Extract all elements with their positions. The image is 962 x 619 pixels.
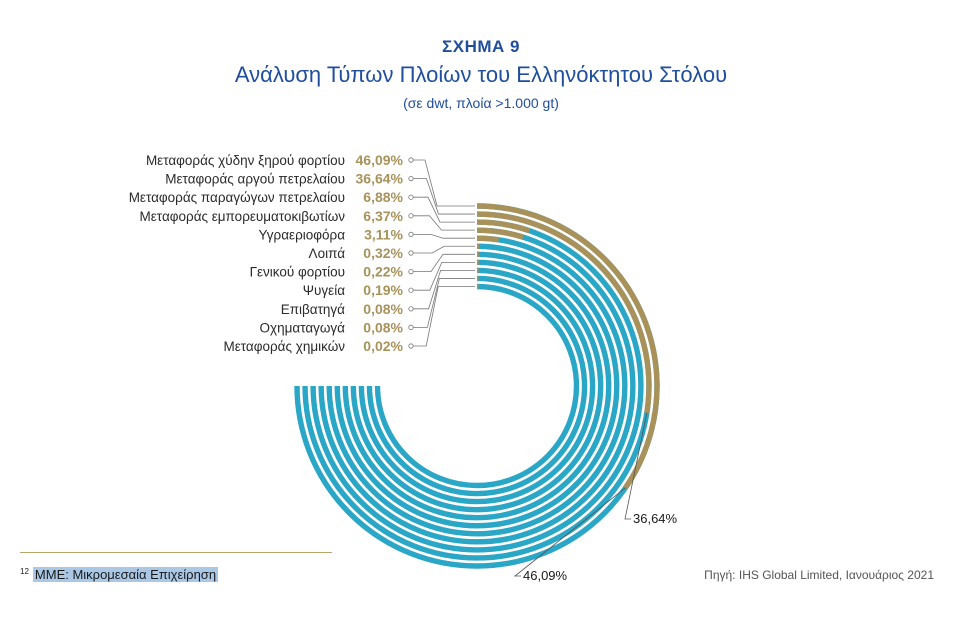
ring-track-series-7 bbox=[342, 251, 612, 521]
footnote-divider bbox=[20, 552, 332, 553]
category-label: Υγραεριοφόρα bbox=[258, 227, 345, 242]
footnote-marker: 12 bbox=[20, 567, 29, 576]
ring-track-series-11 bbox=[374, 283, 580, 489]
leader-line bbox=[413, 159, 475, 207]
ring-track-series-3 bbox=[310, 219, 644, 553]
value-label: 3,11% bbox=[364, 226, 403, 242]
category-label: Μεταφοράς αργού πετρελαίου bbox=[165, 172, 345, 187]
leader-dot bbox=[408, 287, 414, 293]
category-label: Επιβατηγά bbox=[281, 302, 345, 317]
ring-track-series-10 bbox=[366, 275, 588, 497]
category-label: Μεταφοράς εμπορευματοκιβωτίων bbox=[140, 209, 346, 224]
leader-dot bbox=[408, 324, 414, 330]
leader-line bbox=[413, 215, 475, 231]
value-label: 0,08% bbox=[363, 319, 403, 335]
leader-line bbox=[413, 269, 475, 310]
category-label: Γενικού φορτίου bbox=[250, 265, 345, 280]
leader-dot bbox=[408, 157, 414, 163]
callout-label: 36,64% bbox=[633, 511, 678, 526]
category-label: Μεταφοράς χύδην ξηρού φορτίου bbox=[146, 153, 345, 168]
leader-line bbox=[413, 196, 475, 223]
callout-line bbox=[624, 412, 648, 520]
leader-line bbox=[413, 245, 475, 254]
chart-subtitle: (σε dwt, πλοία >1.000 gt) bbox=[403, 95, 559, 111]
figure-number: ΣΧΗΜΑ 9 bbox=[442, 37, 520, 56]
ring-track-series-4 bbox=[318, 227, 636, 545]
category-label: Μεταφοράς χημικών bbox=[224, 339, 346, 354]
category-label: Οχηματαγωγά bbox=[260, 320, 346, 335]
footnote-text: ΜΜΕ: Μικρομεσαία Επιχείρηση bbox=[32, 567, 219, 582]
value-label: 0,19% bbox=[363, 282, 403, 298]
ring-value-series-5 bbox=[476, 235, 499, 243]
source-note: Πηγή: IHS Global Limited, Ιανουάριος 202… bbox=[704, 568, 934, 582]
value-label: 6,88% bbox=[363, 189, 403, 205]
value-label: 46,09% bbox=[356, 152, 404, 168]
leader-line bbox=[413, 233, 475, 239]
ring-track-series-9 bbox=[358, 267, 596, 505]
leader-dot bbox=[408, 194, 414, 200]
ring-value-series-1 bbox=[476, 203, 660, 490]
ring-value-series-3 bbox=[476, 219, 531, 234]
category-label: Μεταφοράς παραγώγων πετρελαίου bbox=[129, 190, 345, 205]
value-label: 0,22% bbox=[363, 264, 403, 280]
leader-dot bbox=[408, 268, 414, 275]
leader-line bbox=[413, 286, 475, 347]
value-label: 0,02% bbox=[363, 338, 403, 354]
ring-track-series-5 bbox=[326, 235, 628, 537]
leader-dot bbox=[408, 306, 414, 312]
value-label: 36,64% bbox=[356, 171, 404, 187]
value-label: 0,32% bbox=[363, 245, 403, 261]
leader-dot bbox=[408, 213, 414, 219]
leader-dot bbox=[408, 231, 414, 237]
leader-line bbox=[413, 253, 475, 273]
leader-dot bbox=[408, 343, 414, 349]
leader-line bbox=[413, 261, 475, 291]
callout-line bbox=[513, 487, 626, 577]
leader-line bbox=[413, 278, 475, 328]
category-label: Λοιπά bbox=[309, 246, 346, 261]
chart-title: Ανάλυση Τύπων Πλοίων του Ελληνόκτητου Στ… bbox=[234, 62, 728, 87]
ring-value-series-2 bbox=[476, 211, 652, 414]
category-label: Ψυγεία bbox=[303, 283, 345, 298]
leader-line bbox=[413, 178, 475, 215]
leader-dot bbox=[408, 250, 414, 256]
ring-value-series-4 bbox=[476, 227, 524, 240]
ring-track-series-6 bbox=[334, 243, 620, 529]
value-label: 6,37% bbox=[363, 208, 403, 224]
value-label: 0,08% bbox=[363, 301, 403, 317]
footnote: 12 ΜΜΕ: Μικρομεσαία Επιχείρηση bbox=[20, 567, 219, 582]
ring-track-series-8 bbox=[350, 259, 604, 513]
callout-label: 46,09% bbox=[523, 568, 568, 583]
leader-dot bbox=[408, 176, 414, 182]
